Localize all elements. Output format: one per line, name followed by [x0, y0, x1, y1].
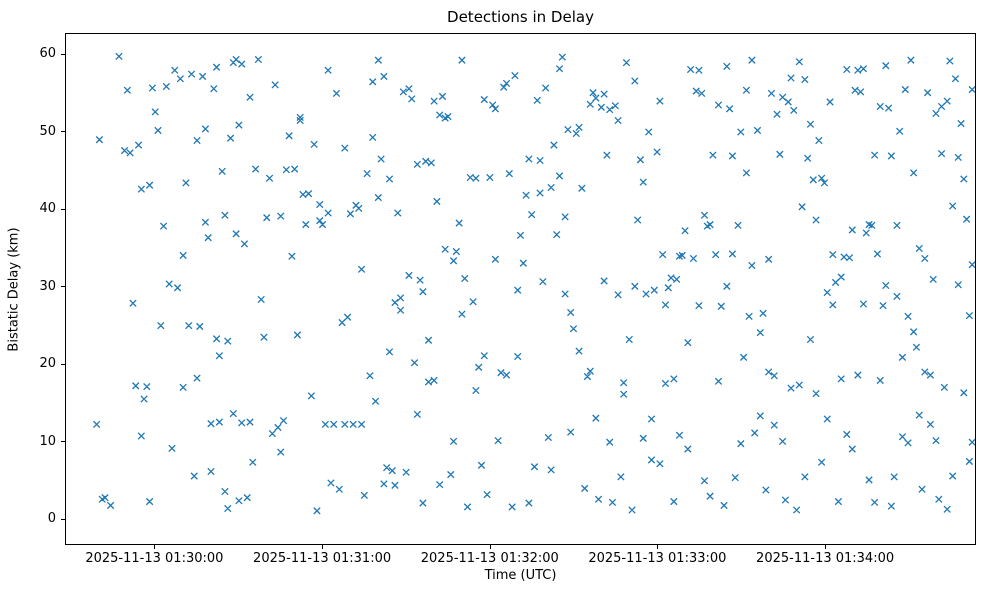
- x-tick-mark: [657, 545, 659, 549]
- x-tick-label: 2025-11-13 01:34:00: [756, 551, 895, 566]
- y-tick-label: 60: [39, 46, 56, 62]
- chart-title: Detections in Delay: [447, 8, 594, 26]
- y-tick-mark: [61, 363, 65, 365]
- y-tick-label: 30: [39, 278, 56, 294]
- x-tick-mark: [322, 545, 324, 549]
- y-tick-label: 0: [47, 511, 56, 527]
- y-tick-label: 10: [39, 433, 56, 449]
- y-tick-mark: [61, 518, 65, 520]
- x-tick-mark: [154, 545, 156, 549]
- x-tick-mark: [825, 545, 827, 549]
- x-tick-label: 2025-11-13 01:32:00: [420, 551, 559, 566]
- x-tick-label: 2025-11-13 01:33:00: [588, 551, 727, 566]
- plot-area: [65, 33, 976, 545]
- scatter-marker-series: [92, 52, 975, 515]
- y-tick-label: 20: [39, 356, 56, 372]
- x-tick-label: 2025-11-13 01:30:00: [85, 551, 224, 566]
- y-tick-mark: [61, 131, 65, 133]
- x-tick-label: 2025-11-13 01:31:00: [253, 551, 392, 566]
- x-tick-mark: [489, 545, 491, 549]
- y-tick-label: 40: [39, 201, 56, 217]
- y-tick-label: 50: [39, 123, 56, 139]
- scatter-points-canvas: [92, 52, 975, 515]
- y-tick-mark: [61, 208, 65, 210]
- x-axis-label: Time (UTC): [484, 568, 557, 583]
- y-axis-label: Bistatic Delay (km): [6, 227, 22, 352]
- y-tick-mark: [61, 53, 65, 55]
- y-tick-mark: [61, 286, 65, 288]
- y-tick-mark: [61, 441, 65, 443]
